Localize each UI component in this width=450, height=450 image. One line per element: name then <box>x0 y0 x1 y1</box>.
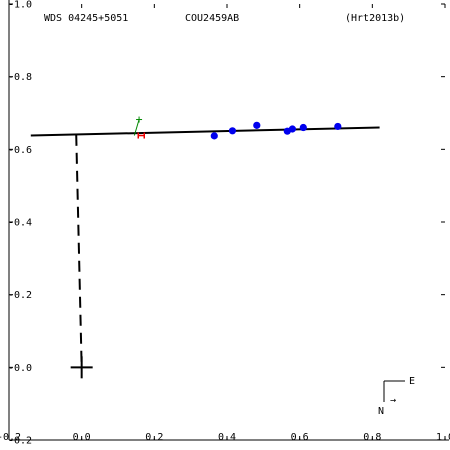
observation-point <box>299 123 307 132</box>
x-tick-label: 1.0 <box>436 432 450 443</box>
observation-point <box>253 121 261 129</box>
compass-east-label: E <box>409 376 415 387</box>
axis-ticks <box>8 3 446 441</box>
node-line <box>75 134 83 368</box>
header-reference: (Hrt2013b) <box>345 13 405 24</box>
y-tick-label: -0.0 <box>8 363 32 374</box>
orbit-layer <box>30 126 380 379</box>
observation-point <box>334 122 342 131</box>
observation-point <box>210 132 218 140</box>
x-tick-label: 0.6 <box>291 432 309 443</box>
x-tick-label: 0.4 <box>218 432 236 443</box>
y-tick-label: -0.2 <box>8 290 32 301</box>
x-tick-label: -0.2 <box>0 432 21 443</box>
y-tick-label: -0.8 <box>8 72 32 83</box>
y-tick-label: -0.2 <box>8 436 32 447</box>
compass: E N → <box>378 376 415 417</box>
interferometric-residual <box>133 119 140 136</box>
compass-north-label: N <box>378 406 384 417</box>
y-tick-label: -0.4 <box>8 218 32 229</box>
compass-arrow: → <box>390 395 396 406</box>
y-tick-label: -0.6 <box>8 145 32 156</box>
header-wds-id: WDS 04245+5051 <box>44 13 128 24</box>
observation-layer <box>133 116 342 140</box>
x-tick-label: 0.2 <box>145 432 163 443</box>
header-discoverer: COU2459AB <box>185 13 239 24</box>
plot-frame <box>8 0 449 441</box>
observation-point <box>228 127 237 135</box>
x-tick-label: 0.0 <box>73 432 91 443</box>
y-tick-label: -1.0 <box>8 0 32 11</box>
orbit-line <box>30 126 380 137</box>
observation-point <box>288 125 296 133</box>
x-tick-label: 0.8 <box>363 432 381 443</box>
